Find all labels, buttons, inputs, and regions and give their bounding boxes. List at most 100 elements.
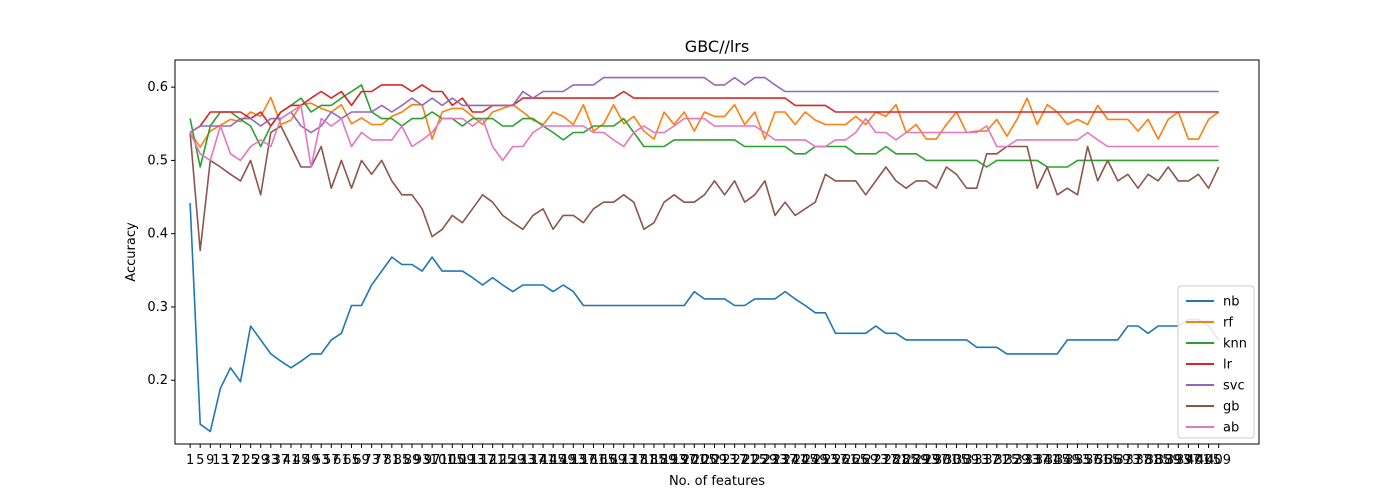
x-tick-label: 249 <box>803 453 828 468</box>
x-tick-label: 201 <box>682 453 707 468</box>
x-tick-label: 165 <box>591 453 616 468</box>
x-tick-label: 365 <box>1095 453 1120 468</box>
y-tick-label: 0.6 <box>147 80 168 95</box>
x-tick-label: 157 <box>571 453 596 468</box>
x-tick-label: 69 <box>353 453 370 468</box>
x-tick-label: 389 <box>1156 453 1181 468</box>
series-line-gb <box>189 125 1220 252</box>
x-tick-label: 289 <box>904 453 929 468</box>
x-tick-label: 53 <box>313 453 330 468</box>
legend-label-nb: nb <box>1223 295 1240 310</box>
x-tick-label: 197 <box>672 453 697 468</box>
x-tick-label: 193 <box>662 453 687 468</box>
x-tick-label: 281 <box>884 453 909 468</box>
x-tick-label: 57 <box>323 453 340 468</box>
x-tick-label: 29 <box>252 453 269 468</box>
chart-title: GBC//lrs <box>685 37 749 56</box>
x-tick-label: 377 <box>1126 453 1151 468</box>
x-tick-label: 285 <box>894 453 919 468</box>
x-tick-label: 61 <box>333 453 350 468</box>
x-tick-label: 141 <box>531 453 556 468</box>
y-tick-label: 0.2 <box>147 373 168 388</box>
x-tick-label: 405 <box>1196 453 1221 468</box>
x-tick-label: 373 <box>1115 453 1140 468</box>
x-tick-label: 13 <box>212 453 229 468</box>
series-line-ab <box>189 104 1219 168</box>
plot-frame <box>174 59 1260 445</box>
x-tick-label: 261 <box>833 453 858 468</box>
x-tick-label: 265 <box>843 453 868 468</box>
x-tick-label: 257 <box>823 453 848 468</box>
legend: nb rf knn lr svc gb ab <box>1177 285 1255 439</box>
x-tick-label: 153 <box>561 453 586 468</box>
y-axis: 0.2 0.3 0.4 0.5 0.6 <box>147 80 175 388</box>
x-tick-label: 1 <box>186 453 194 468</box>
series-line-rf <box>189 96 1220 148</box>
x-tick-label: 65 <box>343 453 360 468</box>
x-tick-label: 25 <box>242 453 259 468</box>
x-tick-label: 409 <box>1206 453 1231 468</box>
x-tick-label: 173 <box>611 453 636 468</box>
x-tick-label: 137 <box>521 453 546 468</box>
series-lines <box>189 76 1220 433</box>
x-axis-label: No. of features <box>669 474 765 489</box>
x-tick-label: 269 <box>853 453 878 468</box>
x-tick-label: 49 <box>303 453 320 468</box>
x-tick-label: 177 <box>621 453 646 468</box>
x-tick-label: 381 <box>1136 453 1161 468</box>
x-tick-label: 397 <box>1176 453 1201 468</box>
x-tick-label: 125 <box>490 453 515 468</box>
x-tick-label: 293 <box>914 453 939 468</box>
x-axis: 1 5 91317212529333741454953576165697377818… <box>186 444 1231 468</box>
x-tick-label: 181 <box>631 453 656 468</box>
x-tick-label: 309 <box>954 453 979 468</box>
x-tick-label: 89 <box>404 453 421 468</box>
x-tick-label: 77 <box>373 453 390 468</box>
x-tick-label: 237 <box>773 453 798 468</box>
x-tick-label: 301 <box>934 453 959 468</box>
x-tick-label: 221 <box>732 453 757 468</box>
y-axis-label: Accuracy <box>124 222 139 282</box>
x-tick-label: 329 <box>1005 453 1030 468</box>
x-tick-label: 321 <box>984 453 1009 468</box>
x-tick-label: 121 <box>480 453 505 468</box>
legend-label-svc: svc <box>1223 379 1245 394</box>
series-line-lr <box>189 84 1219 134</box>
x-tick-label: 33 <box>263 453 280 468</box>
x-tick-label: 213 <box>712 453 737 468</box>
x-tick-label: 97 <box>424 453 441 468</box>
x-tick-label: 385 <box>1146 453 1171 468</box>
x-tick-label: 341 <box>1035 453 1060 468</box>
x-tick-label: 129 <box>500 453 525 468</box>
x-tick-label: 9 <box>206 453 214 468</box>
x-tick-label: 161 <box>581 453 606 468</box>
x-tick-label: 209 <box>702 453 727 468</box>
x-tick-label: 45 <box>293 453 310 468</box>
series-line-svc <box>189 76 1219 134</box>
x-tick-label: 109 <box>450 453 475 468</box>
x-tick-label: 361 <box>1085 453 1110 468</box>
x-tick-label: 353 <box>1065 453 1090 468</box>
x-tick-label: 369 <box>1105 453 1130 468</box>
series-line-nb <box>189 202 1220 433</box>
x-tick-label: 277 <box>873 453 898 468</box>
legend-label-lr: lr <box>1223 358 1233 373</box>
y-tick-label: 0.5 <box>147 153 168 168</box>
x-tick-label: 273 <box>863 453 888 468</box>
x-tick-label: 169 <box>601 453 626 468</box>
x-tick-label: 105 <box>440 453 465 468</box>
x-tick-label: 233 <box>763 453 788 468</box>
legend-label-knn: knn <box>1223 337 1247 352</box>
x-tick-label: 317 <box>974 453 999 468</box>
x-tick-label: 149 <box>551 453 576 468</box>
x-tick-label: 297 <box>924 453 949 468</box>
x-tick-label: 357 <box>1075 453 1100 468</box>
legend-box <box>1177 285 1255 439</box>
x-tick-label: 5 <box>196 453 204 468</box>
x-tick-label: 145 <box>541 453 566 468</box>
x-tick-label: 393 <box>1166 453 1191 468</box>
x-tick-label: 253 <box>813 453 838 468</box>
x-tick-label: 93 <box>414 453 431 468</box>
legend-label-rf: rf <box>1223 316 1233 331</box>
